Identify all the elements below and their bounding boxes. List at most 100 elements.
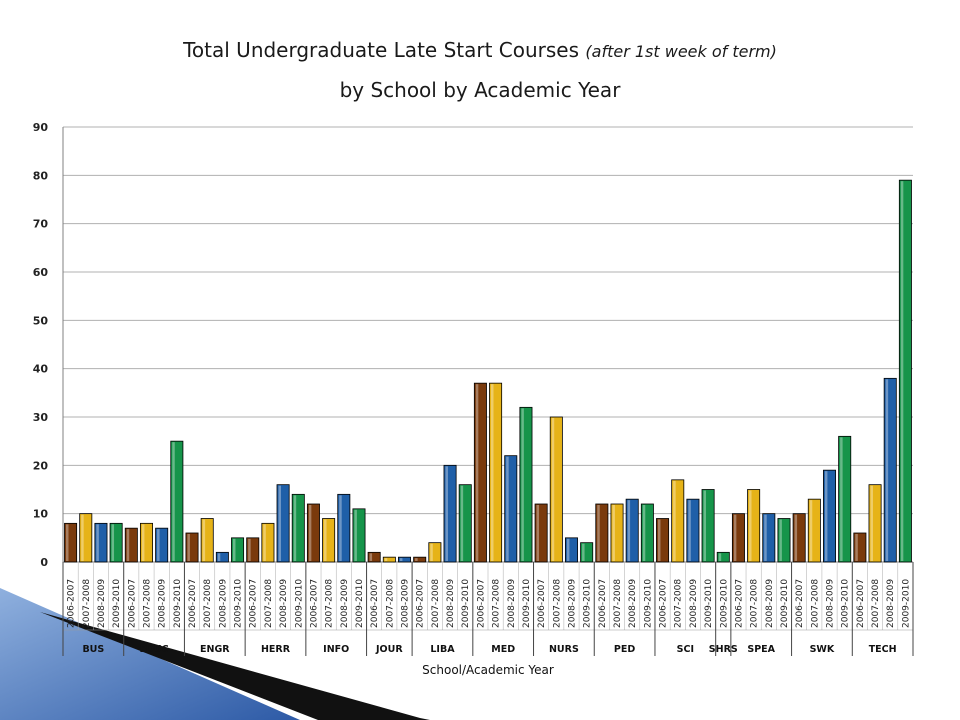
bar-highlight	[126, 529, 130, 561]
x-tick-label: 2009-2010	[355, 579, 365, 628]
school-label: SPEA	[747, 644, 775, 655]
x-tick-label: 2007-2008	[613, 579, 623, 628]
x-tick-label: 2006-2007	[476, 579, 486, 628]
bar-highlight	[627, 500, 631, 561]
bar-highlight	[81, 514, 84, 561]
x-tick-label: 2008-2009	[158, 579, 168, 628]
bar-highlight	[475, 384, 479, 561]
bar	[519, 406, 533, 563]
chart-title-main: Total Undergraduate Late Start Courses	[183, 38, 580, 62]
bar	[215, 551, 229, 563]
chart-title-paren: (after 1st week of term)	[585, 42, 777, 61]
bar-highlight	[566, 538, 570, 561]
bar-highlight	[749, 490, 752, 561]
bar	[352, 508, 366, 563]
x-tick-label: 2006-2007	[856, 579, 866, 628]
bar-highlight	[809, 500, 813, 561]
bar	[64, 522, 78, 563]
x-tick-label: 2006-2007	[537, 579, 547, 628]
bar-highlight	[551, 418, 555, 561]
bar	[458, 484, 472, 563]
bar-highlight	[733, 514, 737, 561]
bar	[276, 484, 290, 563]
bar	[79, 513, 93, 563]
x-tick-label: 2007-2008	[492, 579, 502, 628]
bar	[686, 498, 700, 563]
x-tick-label: 2008-2009	[886, 579, 896, 628]
bar-highlight	[415, 558, 418, 561]
x-tick-label: 2007-2008	[325, 579, 335, 628]
bar-highlight	[885, 379, 889, 561]
bar	[155, 527, 169, 563]
school-label: PED	[614, 644, 635, 655]
bar-highlight	[840, 437, 843, 561]
bar-highlight	[354, 509, 357, 561]
bar	[595, 503, 609, 563]
bar-highlight	[506, 456, 509, 561]
bar	[716, 551, 730, 563]
bar-highlight	[308, 505, 312, 561]
bar	[124, 527, 138, 563]
bar	[534, 503, 548, 563]
x-tick-label: 2008-2009	[279, 579, 289, 628]
x-tick-label: 2008-2009	[628, 579, 638, 628]
x-tick-label: 2007-2008	[203, 579, 213, 628]
bar	[473, 382, 487, 563]
school-label: BUS	[82, 644, 104, 655]
y-tick-label: 0	[40, 556, 48, 569]
x-tick-label: 2007-2008	[82, 579, 92, 628]
x-tick-label: 2008-2009	[218, 579, 228, 628]
school-label: ENGR	[200, 644, 230, 655]
x-tick-label: 2009-2010	[461, 579, 471, 628]
x-tick-label: 2006-2007	[67, 579, 77, 628]
bar-highlight	[369, 553, 373, 561]
bar	[231, 537, 245, 563]
x-tick-label: 2007-2008	[871, 579, 881, 628]
bar	[398, 556, 412, 563]
y-tick-label: 70	[33, 218, 49, 231]
y-tick-label: 60	[33, 266, 49, 279]
y-tick-label: 10	[33, 508, 49, 521]
x-tick-label: 2009-2010	[719, 579, 729, 628]
bar	[868, 484, 882, 563]
x-tick-label: 2009-2010	[112, 579, 122, 628]
bar-highlight	[460, 485, 464, 561]
bar-highlight	[536, 505, 540, 561]
bar	[322, 518, 336, 563]
bar	[838, 435, 852, 563]
school-label: INFO	[323, 644, 349, 655]
bar-highlight	[824, 471, 828, 561]
school-label: HERR	[261, 644, 291, 655]
bar-highlight	[430, 543, 433, 561]
school-label: MED	[491, 644, 515, 655]
bar	[580, 542, 594, 563]
bar	[792, 513, 806, 563]
bar	[807, 498, 821, 563]
bar	[504, 455, 518, 563]
bar	[261, 522, 275, 563]
bar	[306, 503, 320, 563]
x-tick-label: 2006-2007	[127, 579, 137, 628]
x-tick-label: 2006-2007	[188, 579, 198, 628]
x-tick-label: 2006-2007	[795, 579, 805, 628]
y-tick-label: 80	[33, 169, 49, 182]
x-tick-label: 2008-2009	[507, 579, 517, 628]
bar-highlight	[521, 408, 524, 561]
x-tick-label: 2007-2008	[674, 579, 684, 628]
bar	[549, 416, 563, 563]
bar-highlight	[202, 519, 206, 561]
school-label: EDUC	[140, 644, 169, 655]
bar	[640, 503, 654, 563]
bar-highlight	[172, 442, 175, 561]
x-tick-label: 2006-2007	[598, 579, 608, 628]
bar	[185, 532, 199, 563]
x-tick-label: 2007-2008	[552, 579, 562, 628]
x-tick-label: 2006-2007	[249, 579, 259, 628]
bar	[883, 377, 897, 563]
bar-highlight	[141, 524, 145, 561]
school-label: TECH	[869, 644, 897, 655]
bar-highlight	[612, 505, 615, 561]
bar-highlight	[157, 529, 160, 561]
